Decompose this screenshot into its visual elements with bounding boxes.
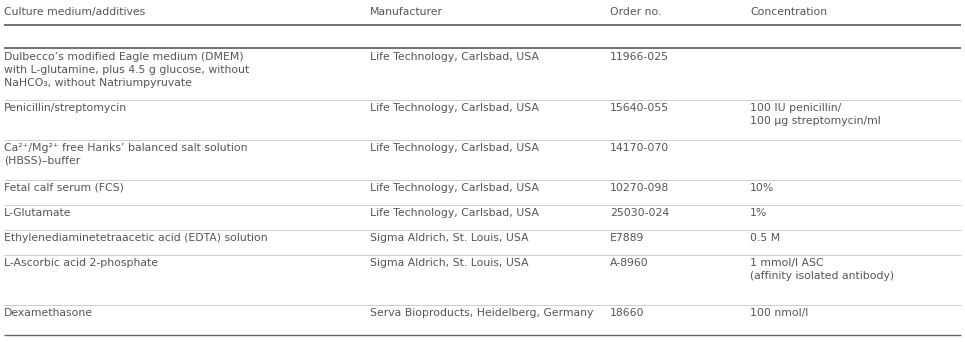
Text: 25030-024: 25030-024 xyxy=(610,208,670,218)
Text: Sigma Aldrich, St. Louis, USA: Sigma Aldrich, St. Louis, USA xyxy=(370,258,529,268)
Text: Manufacturer: Manufacturer xyxy=(370,7,443,17)
Text: Culture medium/additives: Culture medium/additives xyxy=(4,7,146,17)
Text: Ethylenediaminetetraacetic acid (EDTA) solution: Ethylenediaminetetraacetic acid (EDTA) s… xyxy=(4,233,267,243)
Text: Life Technology, Carlsbad, USA: Life Technology, Carlsbad, USA xyxy=(370,183,539,193)
Text: 100 IU penicillin/
100 μg streptomycin/ml: 100 IU penicillin/ 100 μg streptomycin/m… xyxy=(750,103,881,126)
Text: 0.5 M: 0.5 M xyxy=(750,233,781,243)
Text: Serva Bioproducts, Heidelberg, Germany: Serva Bioproducts, Heidelberg, Germany xyxy=(370,308,593,318)
Text: E7889: E7889 xyxy=(610,233,645,243)
Text: 1 mmol/l ASC
(affinity isolated antibody): 1 mmol/l ASC (affinity isolated antibody… xyxy=(750,258,895,281)
Text: Ca²⁺/Mg²⁺ free Hanks’ balanced salt solution
(HBSS)–buffer: Ca²⁺/Mg²⁺ free Hanks’ balanced salt solu… xyxy=(4,143,247,166)
Text: Penicillin/streptomycin: Penicillin/streptomycin xyxy=(4,103,127,113)
Text: Order no.: Order no. xyxy=(610,7,661,17)
Text: A-8960: A-8960 xyxy=(610,258,648,268)
Text: Dexamethasone: Dexamethasone xyxy=(4,308,93,318)
Text: Concentration: Concentration xyxy=(750,7,827,17)
Text: Life Technology, Carlsbad, USA: Life Technology, Carlsbad, USA xyxy=(370,143,539,153)
Text: 15640-055: 15640-055 xyxy=(610,103,669,113)
Text: 10%: 10% xyxy=(750,183,774,193)
Text: 18660: 18660 xyxy=(610,308,645,318)
Text: Sigma Aldrich, St. Louis, USA: Sigma Aldrich, St. Louis, USA xyxy=(370,233,529,243)
Text: Life Technology, Carlsbad, USA: Life Technology, Carlsbad, USA xyxy=(370,103,539,113)
Text: Life Technology, Carlsbad, USA: Life Technology, Carlsbad, USA xyxy=(370,208,539,218)
Text: Dulbecco’s modified Eagle medium (DMEM)
with L-glutamine, plus 4.5 g glucose, wi: Dulbecco’s modified Eagle medium (DMEM) … xyxy=(4,52,249,88)
Text: Life Technology, Carlsbad, USA: Life Technology, Carlsbad, USA xyxy=(370,52,539,62)
Text: 14170-070: 14170-070 xyxy=(610,143,670,153)
Text: Fetal calf serum (FCS): Fetal calf serum (FCS) xyxy=(4,183,124,193)
Text: 100 nmol/l: 100 nmol/l xyxy=(750,308,809,318)
Text: 1%: 1% xyxy=(750,208,767,218)
Text: L-Glutamate: L-Glutamate xyxy=(4,208,71,218)
Text: 11966-025: 11966-025 xyxy=(610,52,669,62)
Text: 10270-098: 10270-098 xyxy=(610,183,670,193)
Text: L-Ascorbic acid 2-phosphate: L-Ascorbic acid 2-phosphate xyxy=(4,258,158,268)
